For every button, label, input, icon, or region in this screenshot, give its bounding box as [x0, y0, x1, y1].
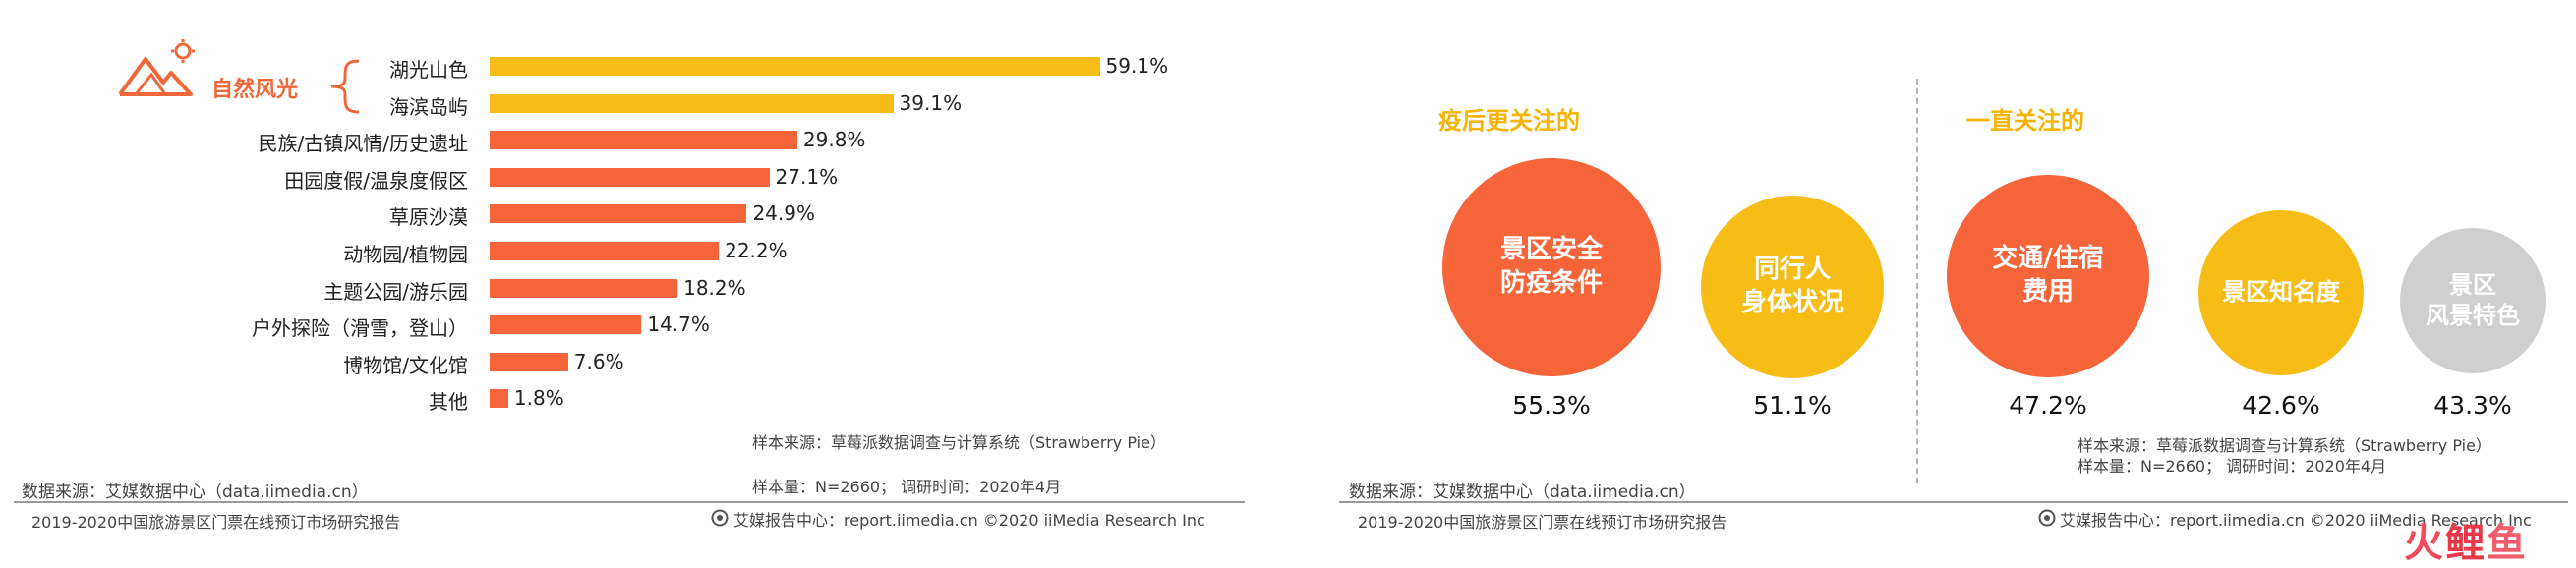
bubble-value-label: 47.2%	[2009, 391, 2087, 420]
bar-value-label: 18.2%	[683, 275, 746, 300]
bar	[490, 242, 720, 260]
group-label-natural-scenery: 自然风光	[211, 78, 299, 102]
bar	[490, 93, 894, 113]
sample-size: 样本量：N=2660； 调研时间：2020年4月	[2078, 457, 2387, 476]
bubble-label: 景区 风景特色	[2426, 270, 2520, 329]
bar	[490, 57, 1100, 76]
report-center: 艾媒报告中心：report.iimedia.cn ©2020 iiMedia R…	[2060, 511, 2532, 530]
bar	[490, 278, 678, 298]
bar	[490, 167, 770, 187]
sample-size: 样本量：N=2660； 调研时间：2020年4月	[752, 478, 1062, 496]
bubble-label: 景区知名度	[2222, 278, 2340, 307]
sample-source: 样本来源：草莓派数据调查与计算系统（Strawberry Pie）	[2078, 436, 2491, 455]
bubble-value-label: 42.6%	[2242, 391, 2320, 420]
bar	[490, 389, 508, 409]
report-center: 艾媒报告中心：report.iimedia.cn ©2020 iiMedia R…	[733, 511, 1205, 530]
category-label: 湖光山色	[389, 58, 468, 82]
bubble-label: 交通/住宿 费用	[1992, 244, 2104, 307]
category-label: 其他	[429, 390, 468, 415]
data-source: 数据来源：艾媒数据中心（data.iimedia.cn）	[22, 483, 369, 502]
bubble-value-label: 55.3%	[1512, 391, 1591, 420]
category-label: 博物馆/文化馆	[343, 353, 468, 377]
category-label: 田园度假/温泉度假区	[284, 168, 468, 193]
section-title-post-epidemic: 疫后更关注的	[1438, 107, 1580, 135]
report-center-icon	[711, 509, 729, 527]
category-label: 民族/古镇风情/历史遗址	[258, 132, 468, 156]
bubble-value-label: 51.1%	[1753, 391, 1832, 420]
bar-value-label: 59.1%	[1105, 54, 1169, 78]
mountain-icon	[118, 39, 195, 96]
watermark-logo: 火鲤鱼	[2404, 521, 2528, 566]
section-title-always: 一直关注的	[1966, 107, 2084, 135]
bubble: 同行人 身体状况	[1701, 196, 1884, 378]
bar-value-label: 22.2%	[725, 239, 788, 262]
bar-value-label: 39.1%	[899, 90, 963, 115]
bar-value-label: 1.8%	[513, 386, 564, 411]
bar-value-label: 7.6%	[573, 349, 624, 373]
bar-value-label: 24.9%	[752, 201, 815, 226]
report-title: 2019-2020中国旅游景区门票在线预订市场研究报告	[31, 513, 401, 532]
bar-chart-panel: 自然风光 湖光山色 59.1% 海滨岛屿 39.1% 民族/古镇风情/历史遗址 29.8%…	[0, 0, 1268, 568]
footer-divider	[14, 501, 1245, 503]
category-label: 户外探险（滑雪，登山）	[252, 316, 468, 341]
data-source: 数据来源：艾媒数据中心（data.iimedia.cn）	[1349, 483, 1696, 502]
category-label: 草原沙漠	[389, 205, 468, 230]
report-title: 2019-2020中国旅游景区门票在线预订市场研究报告	[1358, 513, 1727, 532]
bubble-chart-panel: 疫后更关注的 一直关注的 景区安全 防疫条件 55.3% 同行人 身体状况 51.1%…	[1322, 0, 2576, 568]
bar-value-label: 27.1%	[775, 164, 839, 189]
report-center-icon	[2038, 509, 2056, 527]
sample-source: 样本来源：草莓派数据调查与计算系统（Strawberry Pie）	[752, 433, 1166, 452]
bar	[490, 131, 797, 150]
bar	[490, 204, 747, 224]
bubble: 景区 风景特色	[2400, 228, 2546, 373]
bar	[490, 315, 642, 335]
footer-divider	[1339, 501, 2568, 503]
bubble-label: 景区安全 防疫条件	[1499, 235, 1603, 298]
bubble: 景区安全 防疫条件	[1442, 158, 1661, 376]
category-label: 主题公园/游乐园	[323, 279, 468, 304]
bar-value-label: 29.8%	[802, 128, 866, 152]
bubble: 景区知名度	[2198, 210, 2364, 375]
category-label: 动物园/植物园	[343, 243, 468, 266]
bubble-label: 同行人 身体状况	[1740, 255, 1844, 317]
category-label: 海滨岛屿	[389, 94, 468, 119]
group-bracket	[330, 59, 360, 114]
bar-value-label: 14.7%	[647, 312, 710, 337]
bubble: 交通/住宿 费用	[1947, 175, 2149, 377]
bubble-value-label: 43.3%	[2433, 391, 2512, 420]
section-divider	[1916, 79, 1918, 483]
bar	[490, 352, 568, 371]
